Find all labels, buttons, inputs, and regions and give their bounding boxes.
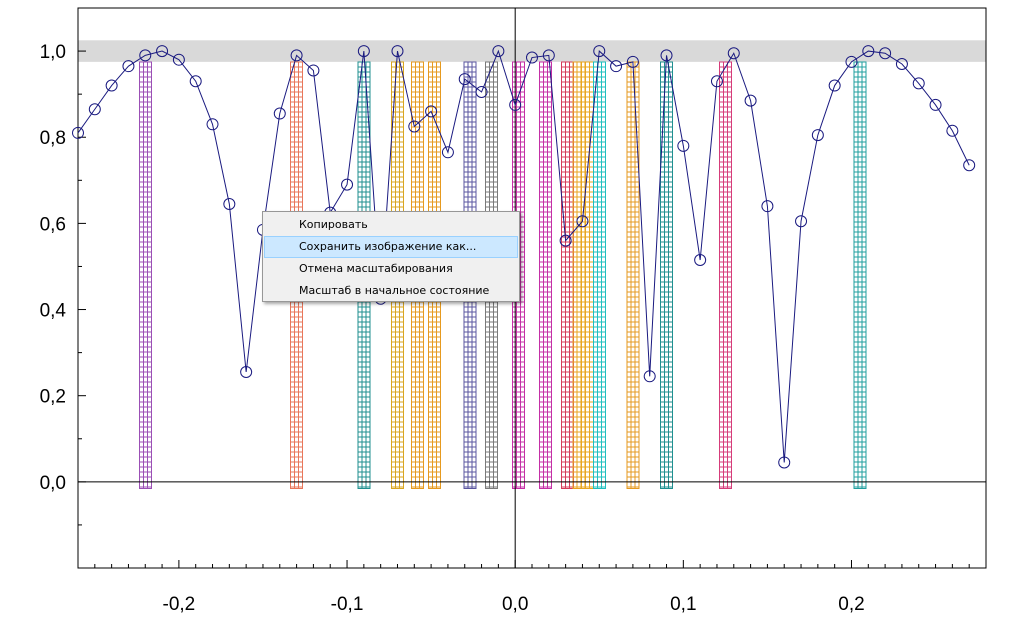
marker-column-outline	[538, 61, 552, 489]
reference-band	[78, 40, 986, 62]
series-point	[122, 60, 135, 73]
marker-column-outline	[660, 61, 674, 489]
series-point	[88, 103, 101, 116]
marker-column-outline	[718, 61, 732, 489]
series-point	[660, 49, 673, 62]
series-point	[189, 75, 202, 88]
series-point	[946, 124, 959, 137]
series-point	[845, 55, 858, 68]
marker-column	[626, 61, 640, 489]
series-point	[610, 60, 623, 73]
series-point	[727, 47, 740, 60]
series-point	[761, 200, 774, 213]
series-point	[677, 139, 690, 152]
menu-item-copy[interactable]: Копировать	[299, 218, 368, 231]
y-tick-label: 0,2	[40, 387, 66, 408]
menu-item-undo-zoom[interactable]: Отмена масштабирования	[299, 262, 453, 275]
series-point	[643, 370, 656, 383]
x-tick-label: -0,2	[163, 594, 196, 615]
marker-column-outline	[626, 61, 640, 489]
marker-column	[560, 61, 574, 489]
series-point	[963, 159, 976, 172]
axes-layer	[77, 7, 987, 569]
menu-item-reset-scale[interactable]: Масштаб в начальное состояние	[299, 284, 490, 297]
menu-item-save-image-as[interactable]: Сохранить изображение как...	[264, 236, 518, 258]
series-line	[77, 49, 970, 463]
series-point	[341, 178, 354, 191]
series-point	[811, 129, 824, 142]
marker-column-outline	[138, 61, 152, 489]
marker-column	[592, 61, 606, 489]
series-point	[694, 254, 707, 266]
series-point	[139, 49, 152, 62]
series-point	[105, 79, 118, 92]
y-tick-label: 0,0	[40, 473, 66, 494]
x-tick-label: 0,0	[502, 594, 528, 615]
marker-column-outline	[560, 61, 574, 489]
marker-column	[853, 61, 867, 489]
context-menu: Копировать Сохранить изображение как... …	[262, 211, 520, 302]
x-tick-label: 0,2	[838, 594, 864, 615]
series-point	[357, 45, 370, 58]
reference-band-layer	[78, 40, 986, 62]
marker-column-outline	[572, 61, 586, 489]
series-point	[408, 120, 421, 133]
y-tick-label: 0,4	[40, 301, 67, 322]
series-point	[795, 215, 808, 228]
series-point	[526, 51, 538, 64]
series-point	[895, 58, 908, 70]
x-tick-label: 0,1	[670, 594, 696, 615]
series-point	[576, 215, 589, 228]
marker-column	[660, 61, 674, 489]
series-point	[492, 45, 505, 58]
series-point	[593, 45, 606, 58]
y-tick-label: 0,6	[40, 214, 66, 235]
marker-column	[538, 61, 552, 489]
series-point	[626, 55, 639, 68]
series-point	[710, 75, 723, 88]
series-point	[778, 456, 791, 469]
series-point	[828, 79, 841, 92]
tick-label-layer: 0,0 0,2 0,4 0,6 0,8 1,0 -0,2 -0,1 0,0 0,1 0,2	[40, 42, 865, 615]
series-point	[929, 98, 942, 111]
series-point	[542, 49, 555, 62]
series-point	[441, 146, 454, 159]
series-point	[307, 64, 320, 77]
series-point	[72, 126, 84, 139]
series-point	[509, 98, 522, 111]
plot-frame	[77, 7, 987, 569]
marker-column	[572, 61, 586, 489]
series-point	[912, 77, 925, 90]
series-point	[391, 45, 404, 58]
series-point	[240, 366, 253, 378]
series-point	[290, 49, 303, 62]
series-point	[879, 47, 892, 60]
series-point	[273, 107, 286, 120]
series-point	[744, 94, 757, 107]
marker-column	[718, 61, 732, 489]
marker-column-outline	[853, 61, 867, 489]
series-point	[862, 45, 875, 58]
y-tick-label: 1,0	[40, 42, 66, 63]
y-tick-label: 0,8	[40, 128, 66, 149]
series-point	[223, 198, 236, 210]
series-point	[475, 86, 488, 98]
series-layer	[72, 45, 976, 469]
marker-column-outline	[592, 61, 606, 489]
series-point	[458, 73, 471, 86]
series-point	[172, 53, 185, 66]
series-point	[559, 234, 572, 247]
series-point	[156, 45, 169, 58]
marker-column	[138, 61, 152, 489]
series-point	[425, 105, 438, 118]
series-point	[206, 118, 219, 131]
x-tick-label: -0,1	[331, 594, 364, 615]
